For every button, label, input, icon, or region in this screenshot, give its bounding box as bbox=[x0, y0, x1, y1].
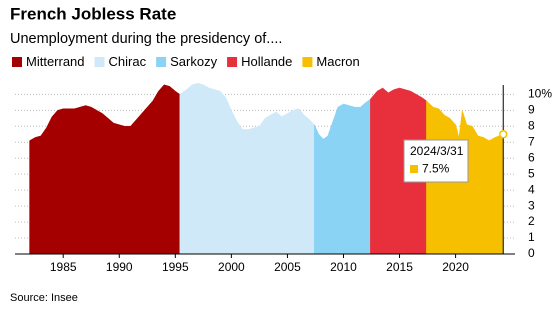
tooltip-date: 2024/3/31 bbox=[410, 144, 464, 158]
legend-label: Hollande bbox=[241, 54, 292, 69]
y-tick-label: 0 bbox=[528, 246, 535, 260]
y-tick-label: 5 bbox=[528, 166, 535, 180]
chart-subtitle: Unemployment during the presidency of...… bbox=[10, 31, 282, 47]
chart-title: French Jobless Rate bbox=[10, 4, 176, 23]
y-tick-label: 7 bbox=[528, 134, 535, 148]
source: Source: Insee bbox=[10, 292, 78, 304]
legend-label: Chirac bbox=[109, 54, 147, 69]
legend-swatch bbox=[12, 57, 22, 67]
x-tick-label: 2000 bbox=[218, 260, 245, 274]
x-tick-label: 1995 bbox=[162, 260, 189, 274]
y-tick-label: 9 bbox=[528, 103, 535, 117]
x-tick-label: 2020 bbox=[442, 260, 469, 274]
y-tick-label: 4 bbox=[528, 182, 535, 196]
tooltip-box bbox=[403, 139, 469, 183]
y-tick-label: 10% bbox=[528, 87, 552, 101]
tooltip-swatch bbox=[410, 165, 418, 173]
legend-label: Mitterrand bbox=[26, 54, 85, 69]
x-tick-label: 1990 bbox=[106, 260, 133, 274]
legend-swatch bbox=[227, 57, 238, 67]
legend-swatch bbox=[156, 57, 167, 67]
legend-swatch bbox=[94, 57, 105, 67]
area bbox=[179, 82, 315, 255]
x-tick-label: 2010 bbox=[330, 260, 357, 274]
y-tick-label: 3 bbox=[528, 198, 535, 212]
legend-label: Sarkozy bbox=[170, 54, 217, 69]
area bbox=[314, 98, 371, 255]
point bbox=[498, 130, 508, 139]
x-tick-label: 1985 bbox=[50, 260, 77, 274]
y-tick-label: 1 bbox=[528, 230, 535, 244]
area bbox=[29, 84, 181, 255]
y-tick-label: 2 bbox=[528, 214, 535, 228]
y-tick-label: 6 bbox=[528, 150, 535, 164]
y-tick-label: 8 bbox=[528, 118, 535, 132]
legend-label: Macron bbox=[316, 54, 359, 69]
x-tick-label: 2005 bbox=[274, 260, 301, 274]
x-tick-label: 2015 bbox=[386, 260, 413, 274]
legend-swatch bbox=[302, 57, 313, 67]
tooltip-value: 7.5% bbox=[422, 162, 450, 176]
